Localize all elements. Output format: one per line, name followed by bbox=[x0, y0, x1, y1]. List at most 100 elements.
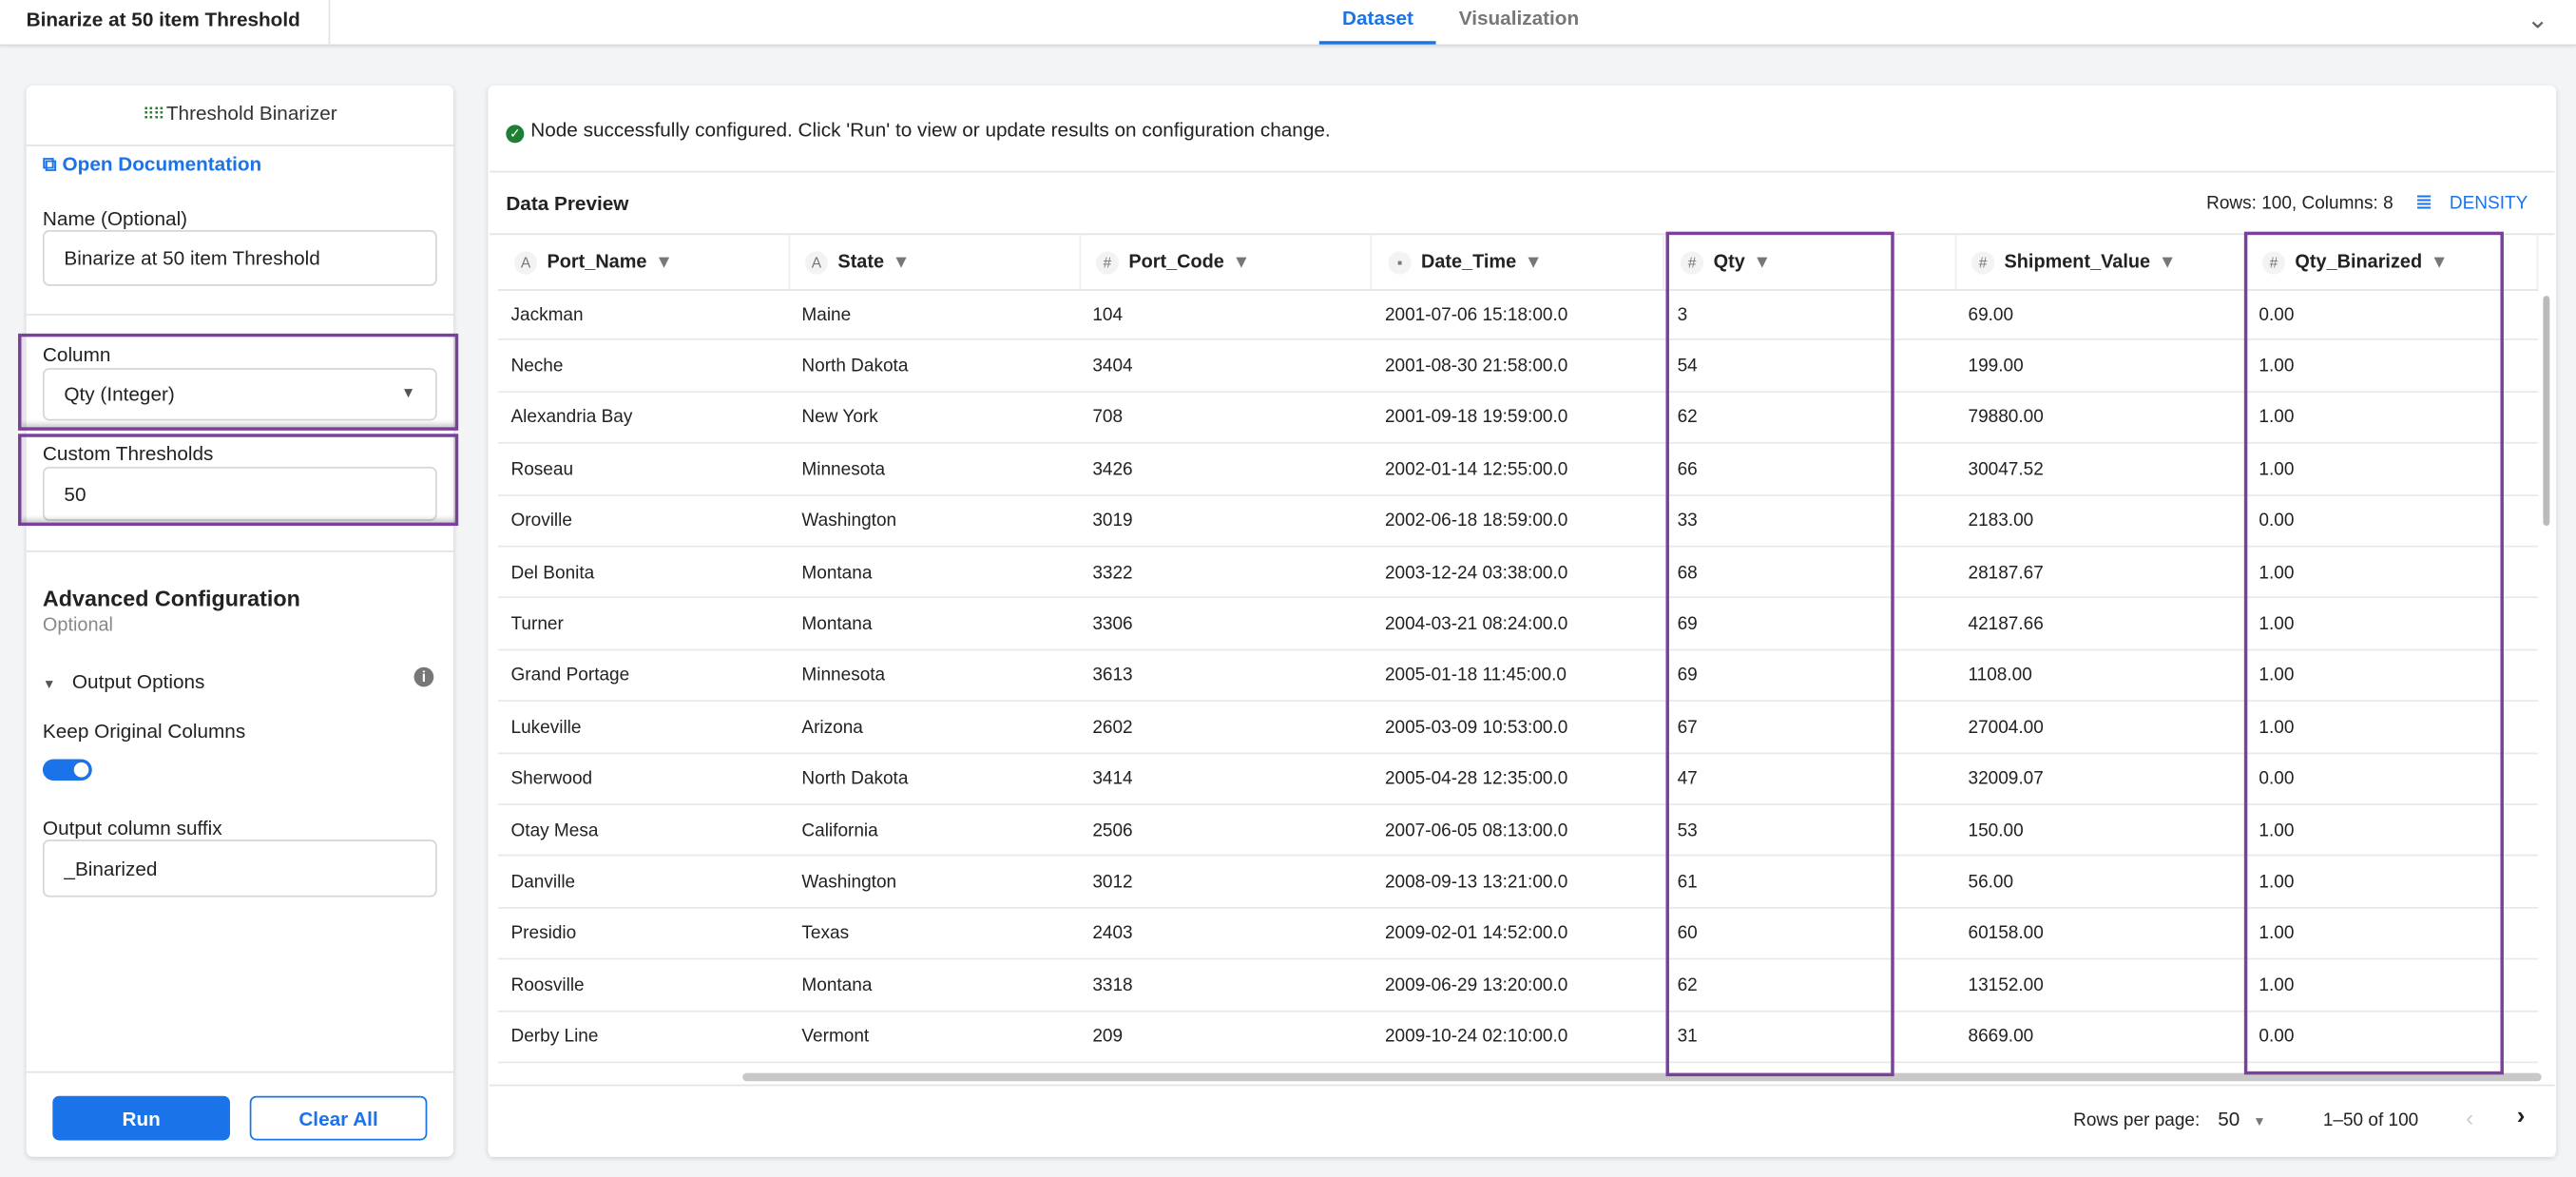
column-header-qty[interactable]: # Qty ▼ bbox=[1664, 235, 1956, 290]
table-cell: New York bbox=[801, 408, 878, 428]
column-label: Column bbox=[42, 343, 111, 367]
table-cell: 3426 bbox=[1092, 459, 1133, 480]
table-cell: 1.00 bbox=[2259, 356, 2295, 376]
column-name: Shipment_Value bbox=[2004, 252, 2151, 273]
table-row: Jackman Maine 104 2001-07-06 15:18:00.0 3 69.… bbox=[497, 289, 2539, 341]
data-preview-title: Data Preview bbox=[506, 192, 629, 216]
table-cell: 62 bbox=[1677, 975, 1698, 995]
table-cell: Danville bbox=[510, 872, 576, 893]
node-title: Threshold Binarizer bbox=[165, 102, 337, 125]
number-type-icon: # bbox=[1970, 250, 1995, 274]
table-cell: 1.00 bbox=[2259, 820, 2295, 841]
suffix-label: Output column suffix bbox=[42, 816, 222, 840]
chevron-left-icon[interactable]: ‹ bbox=[2466, 1104, 2474, 1131]
table-row: Otay Mesa California 2506 2007-06-05 08:13:… bbox=[497, 805, 2539, 858]
column-header-state[interactable]: A State ▼ bbox=[789, 235, 1081, 290]
table-cell: 42187.66 bbox=[1968, 614, 2044, 634]
table-cell: Lukeville bbox=[510, 717, 582, 738]
data-preview-card bbox=[490, 170, 2555, 1157]
table-cell: 2403 bbox=[1092, 923, 1133, 944]
table-cell: 2001-09-18 19:59:00.0 bbox=[1384, 408, 1568, 428]
table-cell: 3404 bbox=[1092, 356, 1133, 376]
filter-icon[interactable]: ▼ bbox=[2158, 252, 2177, 273]
table-cell: 0.00 bbox=[2259, 511, 2295, 531]
table-row: Lukeville Arizona 2602 2005-03-09 10:53:00.… bbox=[497, 702, 2539, 754]
rows-per-page-select[interactable]: 50 ▼ bbox=[2218, 1108, 2266, 1130]
table-cell: Turner bbox=[510, 614, 564, 634]
info-icon[interactable]: i bbox=[413, 666, 434, 687]
table-cell: 3414 bbox=[1092, 769, 1133, 789]
custom-thresholds-input[interactable]: 50 bbox=[42, 466, 437, 521]
table-cell: 60 bbox=[1677, 923, 1698, 944]
clear-all-button[interactable]: Clear All bbox=[249, 1095, 428, 1141]
table-cell: Minnesota bbox=[801, 666, 886, 686]
table-cell: 3306 bbox=[1092, 614, 1133, 634]
column-select[interactable]: Qty (Integer) ▼ bbox=[42, 368, 437, 421]
table-cell: Montana bbox=[801, 614, 873, 634]
tab-dataset[interactable]: Dataset bbox=[1342, 6, 1413, 30]
density-button[interactable]: DENSITY bbox=[2449, 193, 2528, 214]
table-cell: Arizona bbox=[801, 717, 863, 738]
horizontal-scrollbar[interactable] bbox=[742, 1072, 2542, 1082]
table-cell: 0.00 bbox=[2259, 304, 2295, 325]
divider bbox=[490, 233, 2555, 236]
text-type-icon: A bbox=[804, 250, 829, 274]
column-header-qty-binarized[interactable]: # Qty_Binarized ▼ bbox=[2246, 235, 2538, 290]
filter-icon[interactable]: ▼ bbox=[2430, 252, 2449, 273]
table-cell: 79880.00 bbox=[1968, 408, 2044, 428]
filter-icon[interactable]: ▼ bbox=[1524, 252, 1543, 273]
column-header-port-name[interactable]: A Port_Name ▼ bbox=[498, 235, 790, 290]
column-header-date-time[interactable]: ▪ Date_Time ▼ bbox=[1372, 235, 1664, 290]
advanced-config-title: Advanced Configuration bbox=[42, 587, 300, 611]
node-name-title: Binarize at 50 item Threshold bbox=[26, 8, 300, 31]
table-row: Alexandria Bay New York 708 2001-09-18 19:5… bbox=[497, 393, 2539, 444]
table-cell: 1.00 bbox=[2259, 666, 2295, 686]
table-cell: 8669.00 bbox=[1968, 1027, 2034, 1048]
table-cell: 30047.52 bbox=[1968, 459, 2044, 480]
divider bbox=[328, 0, 331, 47]
column-header-port-code[interactable]: # Port_Code ▼ bbox=[1079, 235, 1372, 290]
table-cell: 53 bbox=[1677, 820, 1698, 841]
filter-icon[interactable]: ▼ bbox=[892, 252, 911, 273]
table-cell: 61 bbox=[1677, 872, 1698, 893]
chevron-right-icon[interactable]: › bbox=[2516, 1102, 2526, 1131]
table-cell: 27004.00 bbox=[1968, 717, 2044, 738]
table-cell: 69 bbox=[1677, 614, 1698, 634]
name-input[interactable]: Binarize at 50 item Threshold bbox=[42, 229, 437, 286]
keep-original-toggle[interactable] bbox=[42, 759, 92, 781]
column-header-shipment-value[interactable]: # Shipment_Value ▼ bbox=[1955, 235, 2247, 290]
highlight-thresholds-field bbox=[18, 434, 459, 527]
table-cell: Montana bbox=[801, 975, 873, 995]
divider bbox=[26, 550, 454, 552]
table-cell: 2005-01-18 11:45:00.0 bbox=[1384, 666, 1567, 686]
table-row: Neche North Dakota 3404 2001-08-30 21:58:00… bbox=[497, 340, 2539, 393]
number-type-icon: # bbox=[1681, 250, 1704, 274]
divider bbox=[26, 145, 454, 146]
filter-icon[interactable]: ▼ bbox=[655, 252, 673, 273]
run-button[interactable]: Run bbox=[52, 1095, 230, 1141]
table-cell: 209 bbox=[1092, 1027, 1124, 1048]
chevron-down-icon[interactable]: ⌄ bbox=[2527, 6, 2549, 35]
table-cell: 150.00 bbox=[1968, 820, 2024, 841]
table-row: Presidio Texas 2403 2009-02-01 14:52:00.0 60… bbox=[497, 908, 2539, 960]
table-row: Derby Line Vermont 209 2009-10-24 02:10:00.… bbox=[497, 1012, 2539, 1064]
open-documentation-link[interactable]: ⧉ Open Documentation bbox=[43, 153, 261, 178]
tab-visualization[interactable]: Visualization bbox=[1458, 6, 1580, 30]
table-cell: North Dakota bbox=[801, 356, 909, 376]
vertical-scrollbar[interactable] bbox=[2543, 296, 2550, 527]
table-cell: 708 bbox=[1092, 408, 1124, 428]
table-cell: 32009.07 bbox=[1968, 769, 2044, 789]
output-options-toggle[interactable]: ▼ Output Options bbox=[43, 670, 204, 693]
filter-icon[interactable]: ▼ bbox=[1753, 252, 1772, 273]
table-row: Sherwood North Dakota 3414 2005-04-28 12:35… bbox=[497, 754, 2539, 805]
density-icon[interactable]: ≣ bbox=[2414, 188, 2433, 214]
table-cell: Del Bonita bbox=[510, 562, 595, 583]
table-cell: 69 bbox=[1677, 666, 1698, 686]
suffix-input[interactable]: _Binarized bbox=[42, 839, 437, 897]
table-cell: 66 bbox=[1677, 459, 1698, 480]
table-cell: 3012 bbox=[1092, 872, 1133, 893]
divider bbox=[26, 1071, 454, 1073]
table-cell: 3322 bbox=[1092, 562, 1133, 583]
table-cell: Washington bbox=[801, 872, 897, 893]
filter-icon[interactable]: ▼ bbox=[1232, 252, 1251, 273]
